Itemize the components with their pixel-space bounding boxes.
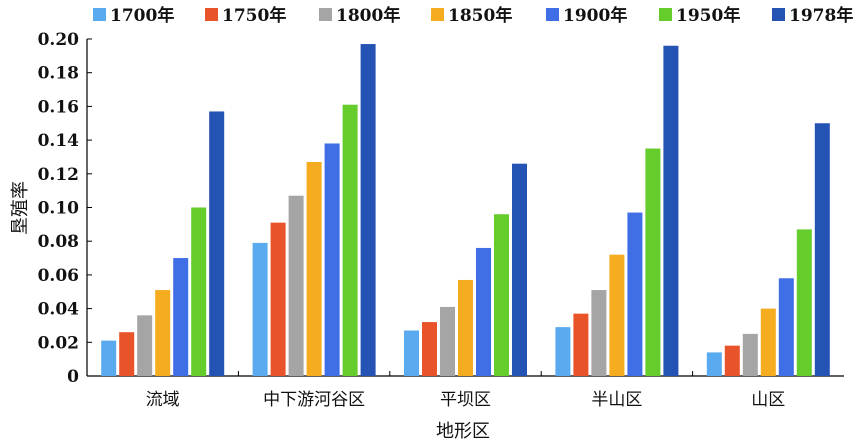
bar bbox=[706, 352, 722, 376]
legend-label: 1750年 bbox=[222, 5, 286, 26]
y-tick-label: 0.10 bbox=[38, 199, 80, 219]
legend-label: 1700年 bbox=[110, 5, 174, 26]
bar bbox=[155, 290, 171, 376]
x-category-label: 中下游河谷区 bbox=[263, 390, 365, 410]
y-tick-label: 0.02 bbox=[38, 333, 79, 353]
bar bbox=[288, 195, 304, 376]
bar bbox=[724, 345, 740, 376]
bar bbox=[191, 207, 207, 376]
bar bbox=[591, 290, 607, 376]
bar bbox=[609, 254, 625, 376]
legend-swatch bbox=[319, 8, 332, 21]
legend: 1700年 1750年 1800年 1850年 1900年 1950年 1978年 bbox=[93, 5, 853, 26]
y-tick-label: 0 bbox=[67, 367, 79, 387]
y-tick-label: 0.14 bbox=[38, 131, 80, 151]
bar bbox=[119, 332, 135, 376]
bar bbox=[742, 333, 758, 376]
legend-label: 1950年 bbox=[676, 5, 740, 26]
bar bbox=[342, 104, 358, 376]
x-axis-title: 地形区 bbox=[436, 421, 490, 442]
bar bbox=[360, 44, 376, 377]
x-category-label: 流域 bbox=[146, 390, 180, 410]
bar bbox=[324, 143, 340, 376]
bar bbox=[209, 111, 225, 376]
bar bbox=[270, 222, 286, 376]
y-tick-label: 0.18 bbox=[38, 64, 79, 84]
y-tick-label: 0.16 bbox=[38, 97, 79, 117]
bar bbox=[306, 162, 322, 376]
legend-label: 1978年 bbox=[789, 5, 853, 26]
bar bbox=[476, 247, 491, 376]
y-tick-label: 0.04 bbox=[38, 300, 80, 320]
x-category-label: 山区 bbox=[751, 390, 785, 410]
bar bbox=[494, 214, 509, 376]
y-tick-label: 0.20 bbox=[38, 30, 80, 50]
axes: 0 0.02 0.04 0.06 0.08 0.10 0.12 0.14 0.16 0.18 0.2… bbox=[38, 30, 844, 410]
x-category-label: 半山区 bbox=[591, 390, 642, 410]
bar bbox=[101, 340, 117, 376]
bar bbox=[137, 315, 153, 376]
y-axis-title: 垦殖率 bbox=[9, 181, 31, 235]
legend-swatch bbox=[205, 8, 218, 21]
y-tick-label: 0.06 bbox=[38, 266, 79, 286]
bar bbox=[440, 306, 455, 376]
bar bbox=[422, 322, 437, 376]
bar bbox=[663, 45, 679, 377]
legend-label: 1850年 bbox=[448, 5, 512, 26]
bar bbox=[796, 229, 812, 376]
legend-label: 1800年 bbox=[336, 5, 400, 26]
bar bbox=[173, 258, 189, 376]
bar bbox=[778, 278, 794, 376]
bar bbox=[458, 279, 473, 376]
y-tick-label: 0.12 bbox=[38, 165, 79, 185]
bar bbox=[627, 212, 643, 376]
bar bbox=[555, 327, 571, 376]
legend-swatch bbox=[772, 8, 785, 21]
bar bbox=[814, 123, 830, 376]
bar bbox=[645, 148, 661, 376]
legend-label: 1900年 bbox=[563, 5, 627, 26]
bar bbox=[404, 330, 419, 376]
bar bbox=[573, 313, 589, 376]
legend-swatch bbox=[93, 8, 106, 21]
legend-swatch bbox=[546, 8, 559, 21]
x-category-label: 平坝区 bbox=[440, 390, 491, 410]
legend-swatch bbox=[659, 8, 672, 21]
legend-swatch bbox=[431, 8, 444, 21]
bar bbox=[512, 163, 527, 376]
bar bbox=[252, 242, 268, 376]
bar bbox=[760, 308, 776, 376]
bars bbox=[101, 44, 830, 377]
y-tick-label: 0.08 bbox=[38, 232, 79, 252]
